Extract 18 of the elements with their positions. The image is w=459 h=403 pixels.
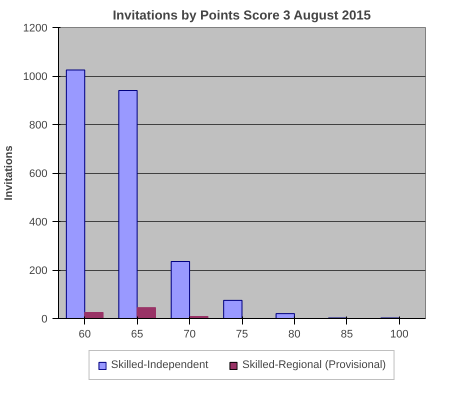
legend-label: Skilled-Independent (111, 359, 208, 371)
y-tick-label: 600 (29, 168, 48, 180)
y-tick-label: 400 (29, 216, 48, 228)
x-tick-label: 60 (78, 328, 91, 340)
y-tick-label: 800 (29, 120, 48, 132)
x-tick-label: 70 (183, 328, 196, 340)
y-tick-label: 200 (29, 265, 48, 277)
x-tick-label: 85 (340, 328, 353, 340)
chart-title: Invitations by Points Score 3 August 2015 (112, 8, 371, 22)
x-tick-label: 65 (131, 328, 144, 340)
y-axis-title: Invitations (3, 145, 16, 201)
x-tick-label: 100 (390, 328, 408, 340)
x-tick-label: 80 (288, 328, 301, 340)
x-tick-label: 75 (236, 328, 248, 340)
y-tick-label: 0 (41, 314, 48, 326)
y-tick-label: 1000 (23, 71, 48, 83)
y-tick-label: 1200 (23, 22, 48, 34)
legend-label: Skilled-Regional (Provisional) (242, 359, 386, 371)
